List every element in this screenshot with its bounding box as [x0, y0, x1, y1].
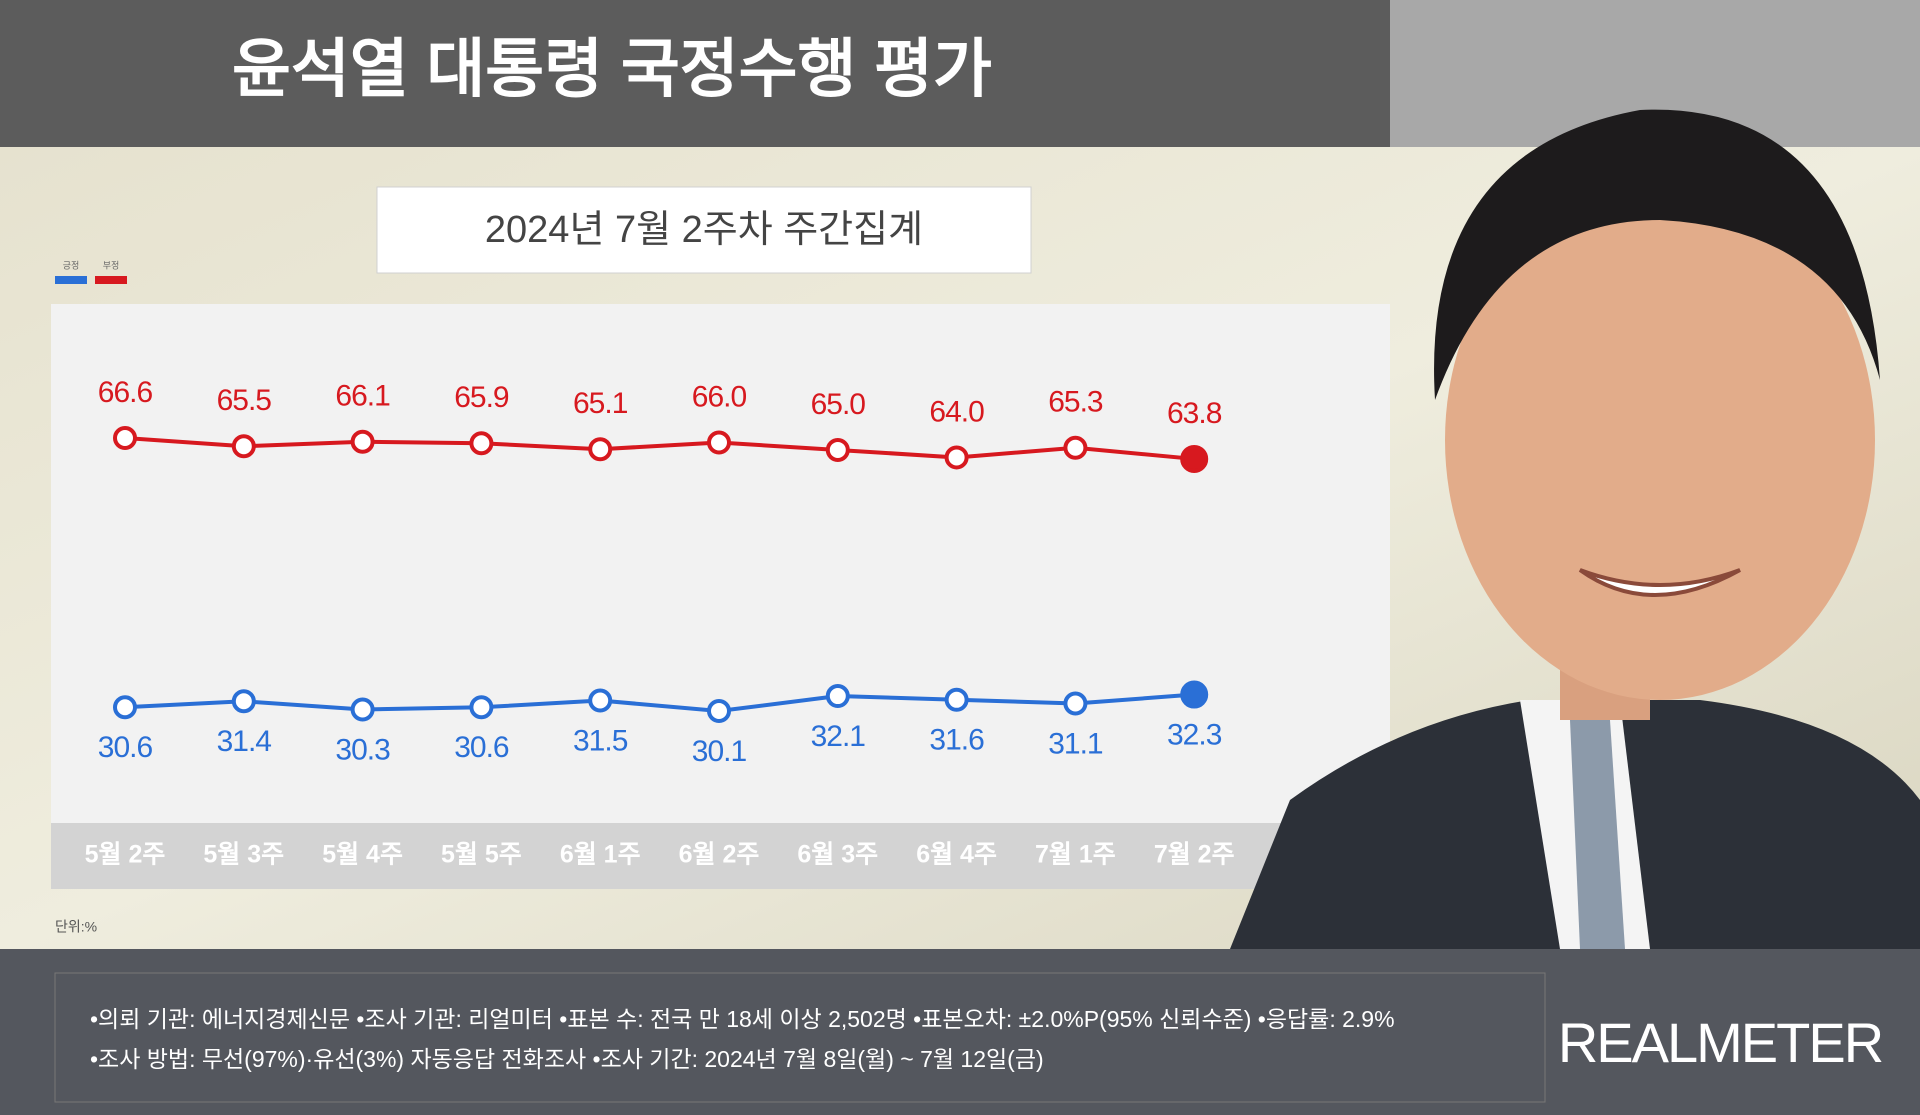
data-point: [588, 437, 613, 462]
value-label: 65.1: [573, 387, 628, 420]
series-line: [124, 436, 1195, 461]
x-tick-label: 6월 1주: [560, 841, 641, 869]
data-point: [1063, 691, 1088, 716]
notes-box: [54, 972, 1546, 1103]
data-point: [944, 687, 969, 712]
legend-label: 긍정: [63, 260, 80, 270]
value-label: 66.0: [692, 380, 747, 413]
data-point: [469, 695, 494, 720]
data-point: [588, 688, 613, 713]
data-point: [707, 430, 731, 455]
footer-band: [0, 949, 1920, 1115]
data-point: [231, 434, 256, 459]
x-tick-label: 6월 2주: [679, 841, 760, 869]
value-label: 30.3: [335, 733, 390, 766]
data-point: [469, 431, 494, 456]
data-point: [113, 695, 137, 720]
x-tick-label: 5월 5주: [441, 841, 522, 869]
value-label: 66.6: [98, 376, 153, 409]
unit-label: 단위:%: [55, 919, 97, 935]
legend-swatch: [55, 276, 87, 284]
category-band: [51, 823, 1390, 889]
x-tick-label: 6월 4주: [916, 841, 997, 869]
data-point: [944, 445, 969, 470]
value-label: 30.6: [454, 731, 509, 764]
value-label: 63.8: [1167, 397, 1222, 430]
subtitle-box: [376, 186, 1032, 274]
data-point: [231, 689, 256, 714]
value-label: 31.5: [573, 724, 628, 757]
value-label: 31.4: [217, 725, 272, 758]
x-tick-label: 7월 1주: [1035, 841, 1116, 869]
value-label: 31.6: [929, 724, 984, 757]
value-label: 66.1: [335, 380, 390, 413]
value-label: 65.9: [454, 381, 509, 414]
x-tick-label: 5월 4주: [322, 841, 403, 869]
x-tick-label: 6월 3주: [797, 841, 878, 869]
value-label: 32.1: [811, 720, 866, 753]
data-point: [707, 699, 731, 723]
series-line: [124, 692, 1195, 714]
value-label: 65.5: [217, 384, 272, 417]
x-tick-label: 5월 3주: [203, 841, 284, 869]
x-tick-label: 7월 2주: [1154, 841, 1235, 869]
value-label: 32.3: [1167, 718, 1222, 751]
data-point: [1180, 444, 1209, 473]
brand: REALMETER: [1558, 1011, 1882, 1074]
legend-swatch: [95, 276, 127, 284]
value-label: 31.1: [1048, 727, 1103, 760]
value-label: 65.3: [1048, 386, 1103, 419]
data-point: [113, 426, 137, 450]
value-label: 30.6: [98, 731, 153, 764]
value-label: 30.1: [692, 735, 747, 768]
data-point: [825, 684, 850, 709]
title-banner: [0, 0, 1390, 147]
data-point: [350, 697, 375, 722]
title: 윤석열 대통령 국정수행 평가: [232, 33, 992, 105]
subtitle: 2024년 7월 2주차 주간집계: [485, 209, 923, 251]
data-point: [1063, 435, 1088, 460]
value-label: 65.0: [811, 388, 866, 421]
x-tick-label: 5월 2주: [85, 841, 166, 869]
value-label: 64.0: [929, 395, 984, 428]
note: •조사 방법: 무선(97%)·유선(3%) 자동응답 전화조사 •조사 기간:…: [90, 1046, 1044, 1072]
data-point: [350, 429, 375, 454]
portrait: [1230, 109, 1920, 949]
note: •의뢰 기관: 에너지경제신문 •조사 기관: 리얼미터 •표본 수: 전국 만…: [90, 1006, 1395, 1032]
data-point: [825, 437, 850, 462]
legend-label: 부정: [103, 260, 120, 270]
plot-area: [51, 304, 1390, 823]
data-point: [1180, 680, 1209, 709]
